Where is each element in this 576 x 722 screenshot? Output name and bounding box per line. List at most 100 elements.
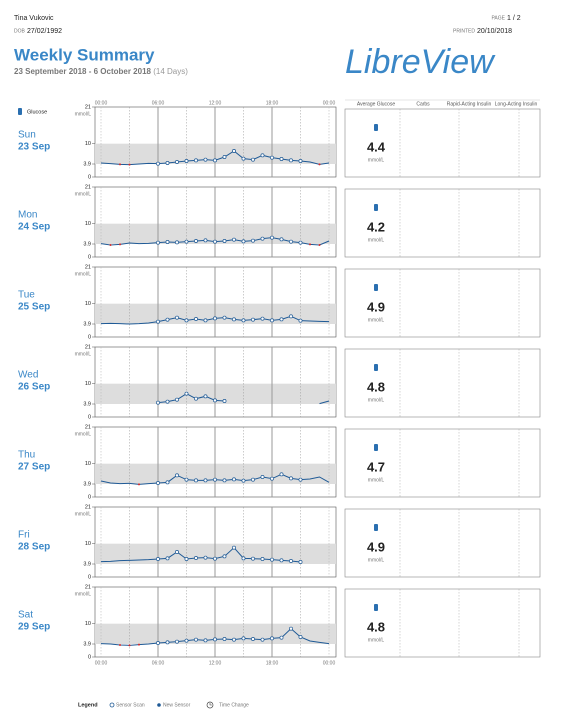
- time-label: 06:00: [152, 100, 165, 106]
- reader-icon: [374, 524, 378, 531]
- legend-scan: Sensor Scan: [116, 702, 145, 708]
- y-tick-label: 10: [85, 621, 91, 627]
- sensor-scan: [156, 400, 160, 405]
- sensor-scan: [156, 481, 160, 485]
- day-date: 25 Sep: [18, 302, 50, 313]
- sensor-scan: [289, 314, 293, 319]
- day-name: Mon: [18, 210, 37, 221]
- sensor-scan: [241, 636, 246, 641]
- sensor-scan: [279, 635, 284, 640]
- carbs-column-label: Carbs: [416, 101, 430, 107]
- printed-label: PRINTED: [453, 28, 475, 34]
- sensor-scan: [260, 475, 265, 479]
- sensor-scan: [241, 478, 246, 483]
- summary-box: [344, 428, 541, 498]
- day-date: 24 Sep: [18, 222, 50, 233]
- sensor-scan: [232, 149, 236, 153]
- reader-icon: [374, 364, 378, 371]
- time-label: 00:00: [323, 660, 336, 666]
- average-unit: mmol/L: [368, 317, 385, 323]
- sensor-scan: [298, 635, 303, 639]
- sensor-scan: [165, 161, 170, 165]
- sensor-scan: [175, 160, 179, 164]
- time-label: 12:00: [209, 660, 222, 666]
- sensor-scan: [203, 478, 208, 483]
- sensor-scan: [289, 626, 293, 631]
- average-unit: mmol/L: [368, 237, 385, 243]
- sensor-scan: [156, 161, 160, 166]
- sensor-scan: [279, 237, 284, 242]
- y-tick-label: 21: [85, 584, 91, 590]
- sensor-scan: [175, 315, 179, 320]
- long-column-label: Long-Acting Insulin: [495, 101, 538, 107]
- sensor-scan: [260, 153, 265, 158]
- sensor-scan: [203, 157, 208, 162]
- sensor-scan: [251, 157, 255, 162]
- summary-box: [344, 108, 541, 178]
- summary-box: [344, 348, 541, 418]
- y-tick-label: 0: [88, 494, 91, 500]
- day-name: Fri: [18, 530, 30, 541]
- average-glucose: 4.4: [367, 139, 386, 154]
- sensor-scan: [165, 480, 170, 485]
- day-date: 28 Sep: [18, 542, 50, 553]
- page-number: 1 / 2: [507, 15, 521, 22]
- average-glucose: 4.8: [367, 619, 385, 634]
- y-tick-label: 21: [85, 424, 91, 430]
- average-glucose: 4.9: [367, 539, 385, 554]
- sensor-scan: [270, 318, 274, 323]
- sensor-scan: [289, 559, 293, 563]
- sensor-scan: [184, 318, 189, 323]
- y-tick-label: 10: [85, 461, 91, 467]
- day-name: Tue: [18, 290, 35, 301]
- sensor-scan: [298, 560, 303, 564]
- sensor-scan: [241, 556, 246, 561]
- average-column-label: Average Glucose: [357, 101, 395, 107]
- legend-sensor-icon: [157, 703, 161, 707]
- average-unit: mmol/L: [368, 157, 385, 163]
- day-date: 27 Sep: [18, 462, 50, 473]
- low-reading: [128, 163, 131, 166]
- legend-time-change: Time Change: [219, 702, 249, 708]
- time-label: 18:00: [266, 660, 279, 666]
- low-reading: [128, 644, 131, 647]
- sensor-scan: [213, 239, 217, 244]
- legend-title: Legend: [78, 702, 98, 708]
- reader-icon: [374, 444, 378, 451]
- glucose-trace: [100, 546, 301, 563]
- sensor-scan: [156, 557, 160, 561]
- y-tick-label: 3.9: [83, 401, 91, 407]
- sensor-scan: [232, 237, 236, 242]
- sensor-scan: [260, 557, 265, 561]
- sensor-scan: [270, 235, 274, 240]
- sensor-scan: [232, 637, 236, 642]
- reader-icon: [374, 124, 378, 131]
- sensor-scan: [194, 556, 198, 560]
- sensor-scan: [213, 637, 217, 642]
- sensor-scan: [251, 238, 255, 243]
- legend-clock-hands: [209, 703, 212, 706]
- low-reading: [109, 244, 112, 246]
- y-tick-label: 0: [88, 334, 91, 340]
- y-tick-label: 21: [85, 264, 91, 270]
- y-tick-label: 0: [88, 574, 91, 580]
- sensor-scan: [222, 239, 227, 243]
- patient-name: Tina Vukovic: [14, 15, 54, 22]
- date-range-text: 23 September 2018 - 6 October 2018: [14, 67, 152, 76]
- sensor-scan: [213, 556, 217, 561]
- sensor-scan: [213, 316, 217, 321]
- reader-icon: [374, 284, 378, 291]
- sensor-scan: [194, 637, 198, 642]
- sensor-scan: [165, 317, 170, 322]
- sensor-scan: [279, 157, 284, 161]
- sensor-scan: [203, 318, 208, 323]
- sensor-scan: [279, 317, 284, 322]
- rapid-column-label: Rapid-Acting Insulin: [447, 101, 492, 107]
- sensor-scan: [156, 641, 160, 645]
- low-reading: [138, 483, 140, 486]
- date-range: 23 September 2018 - 6 October 2018 (14 D…: [14, 67, 188, 76]
- sensor-scan: [194, 396, 198, 401]
- sensor-scan: [289, 476, 293, 481]
- sensor-scan: [184, 391, 189, 396]
